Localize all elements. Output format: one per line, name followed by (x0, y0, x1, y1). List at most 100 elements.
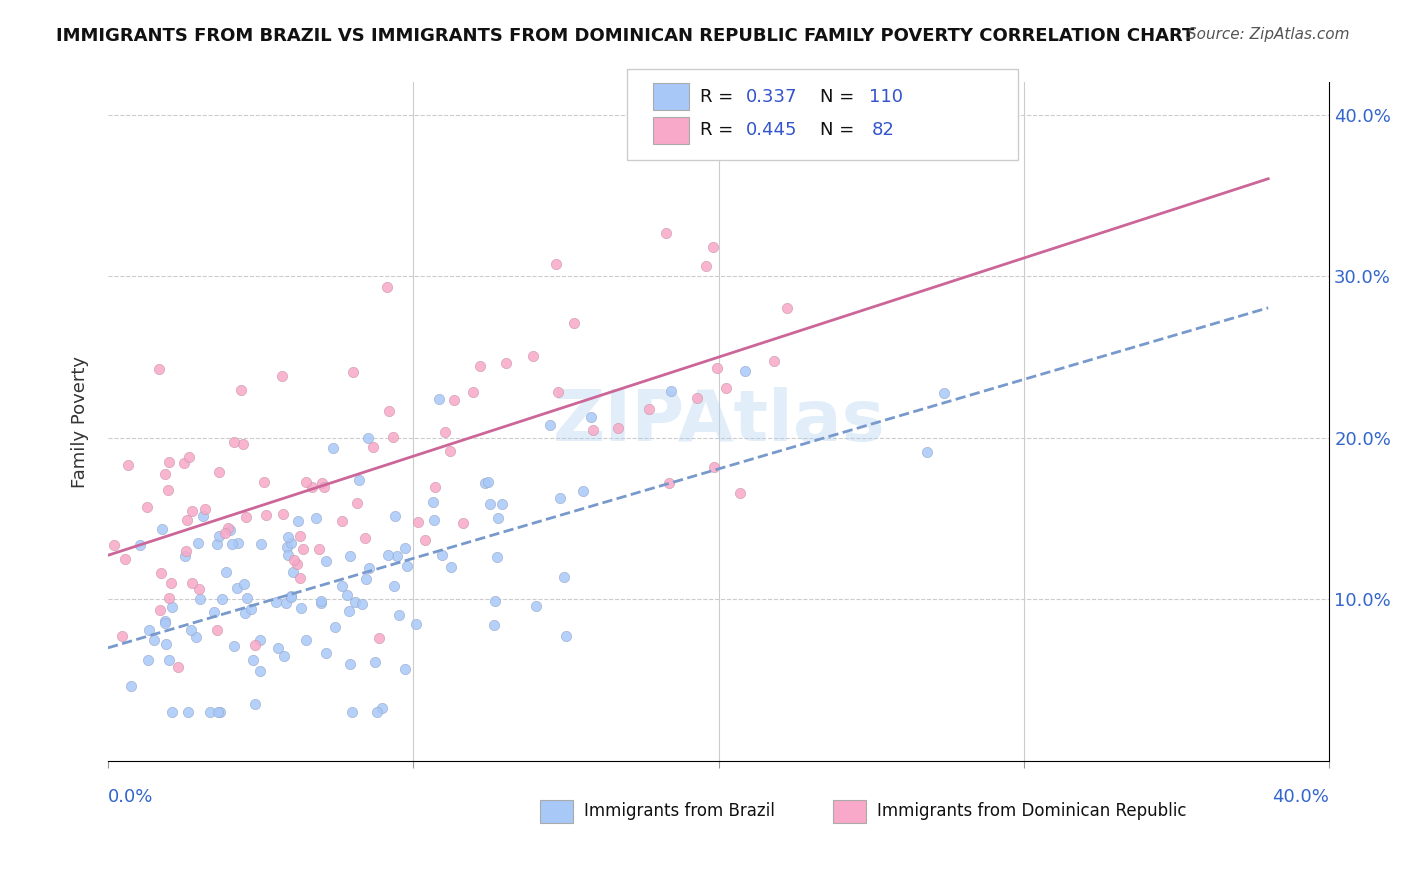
Point (346, 496, 368, 510)
Point (117, 458, 139, 473)
Point (461, 385, 484, 400)
Point (273, 649, 295, 664)
Point (423, 513, 446, 527)
Point (553, 570, 575, 584)
Point (224, 640, 246, 654)
Point (235, 510, 257, 524)
Point (486, 511, 509, 525)
Point (157, 653, 180, 667)
Point (427, 392, 450, 406)
Point (339, 657, 361, 672)
Point (474, 476, 496, 491)
Point (703, 460, 725, 475)
Point (314, 480, 336, 494)
Point (443, 393, 465, 408)
Point (581, 423, 603, 437)
Point (607, 421, 630, 435)
Point (354, 531, 377, 545)
Point (547, 385, 569, 400)
Text: Source: ZipAtlas.com: Source: ZipAtlas.com (1187, 27, 1350, 42)
Point (357, 561, 380, 575)
Point (572, 483, 595, 498)
Point (394, 541, 416, 556)
Point (659, 384, 682, 398)
Point (226, 535, 249, 549)
Point (524, 599, 547, 613)
Point (205, 537, 228, 551)
Point (292, 542, 315, 557)
Text: 110: 110 (869, 87, 903, 105)
Point (354, 573, 377, 587)
Point (451, 516, 474, 530)
Point (149, 603, 172, 617)
Point (225, 581, 247, 595)
Point (932, 385, 955, 400)
Point (290, 600, 312, 615)
Point (277, 548, 299, 562)
Point (138, 623, 160, 637)
Point (191, 509, 214, 524)
Point (470, 359, 492, 373)
Point (440, 560, 463, 574)
Point (382, 430, 405, 444)
Point (763, 354, 786, 368)
Point (242, 653, 264, 667)
Point (198, 706, 221, 720)
Point (339, 549, 361, 563)
Point (315, 646, 337, 660)
Point (229, 383, 252, 397)
Y-axis label: Family Poverty: Family Poverty (72, 356, 89, 488)
Point (366, 706, 388, 720)
Point (638, 401, 661, 416)
Point (413, 533, 436, 548)
Point (253, 475, 276, 490)
Point (544, 256, 567, 270)
FancyBboxPatch shape (540, 799, 574, 822)
Point (686, 391, 709, 405)
FancyBboxPatch shape (652, 117, 689, 144)
Point (706, 360, 728, 375)
Point (433, 425, 456, 439)
Point (315, 554, 337, 568)
Point (287, 514, 309, 528)
Point (579, 409, 602, 424)
Point (917, 445, 939, 459)
Point (149, 566, 172, 580)
Point (214, 526, 236, 541)
Point (776, 301, 799, 315)
Point (554, 629, 576, 643)
Point (308, 541, 330, 556)
Point (162, 706, 184, 720)
Point (363, 655, 385, 669)
Point (221, 537, 243, 551)
Point (368, 631, 391, 645)
Point (342, 365, 364, 379)
Text: R =: R = (700, 121, 740, 139)
Point (167, 660, 190, 674)
Point (280, 590, 302, 604)
Point (340, 706, 363, 720)
Point (388, 607, 411, 622)
Point (222, 435, 245, 450)
Point (295, 632, 318, 647)
Point (550, 491, 572, 505)
Point (658, 475, 681, 490)
Point (370, 700, 392, 714)
Text: 40.0%: 40.0% (1272, 789, 1329, 806)
Point (267, 641, 290, 656)
Point (562, 316, 585, 330)
Point (162, 600, 184, 615)
Point (153, 615, 176, 630)
Point (121, 679, 143, 693)
Point (157, 455, 180, 469)
Text: Immigrants from Brazil: Immigrants from Brazil (585, 802, 775, 820)
FancyBboxPatch shape (652, 83, 689, 110)
Point (129, 538, 152, 552)
Point (384, 508, 406, 523)
Point (485, 550, 508, 565)
Point (280, 589, 302, 603)
Point (187, 536, 209, 550)
Point (190, 591, 212, 606)
Point (430, 548, 453, 562)
Point (176, 513, 198, 527)
